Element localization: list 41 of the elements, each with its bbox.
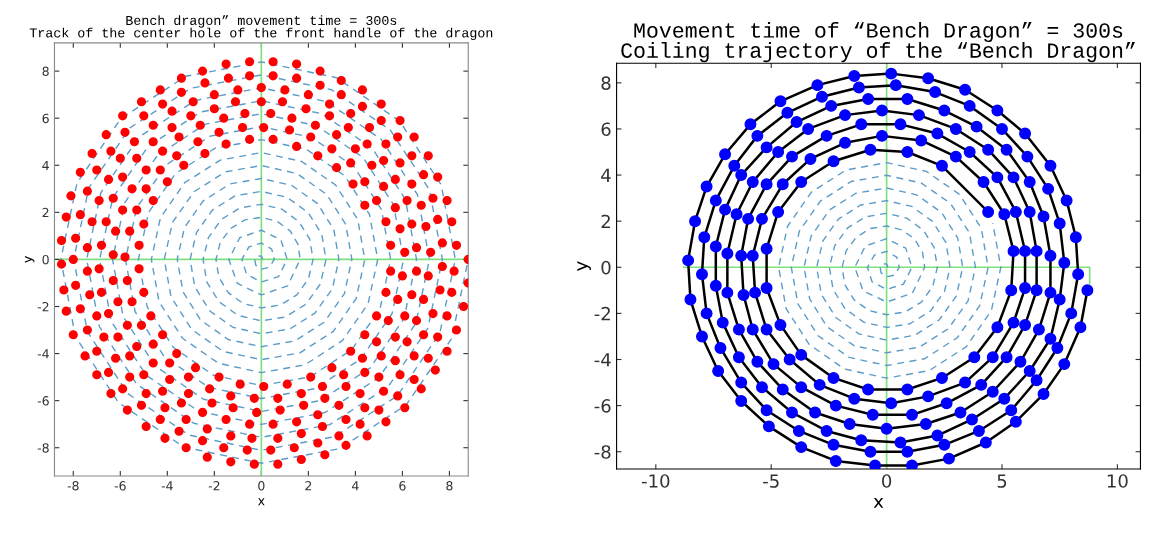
chart-subtitle: Track of the center hole of the front handle of the dragon <box>29 27 493 41</box>
x-tick-label: 6 <box>399 481 406 491</box>
y-axis-title: y <box>24 256 35 263</box>
y-tick-label: 8 <box>42 66 49 77</box>
y-tick-label: 4 <box>42 160 49 171</box>
chart-subtitle: Coiling trajectory of the “Bench Dragon” <box>621 42 1135 63</box>
x-axis-title: x <box>258 498 265 506</box>
x-axis-title: x <box>873 497 884 508</box>
x-tick-label: -5 <box>763 474 779 488</box>
y-tick-label: 2 <box>42 207 49 218</box>
y-tick-label: 0 <box>601 260 611 275</box>
y-tick-label: 8 <box>601 76 611 90</box>
y-tick-label: -2 <box>37 301 49 312</box>
chart-title: Movement time of “Bench Dragon” = 300s <box>634 22 1123 43</box>
line-series <box>777 161 1002 379</box>
y-tick-label: 2 <box>601 214 610 229</box>
x-tick-label: -8 <box>67 481 79 491</box>
chart-title: Bench dragon” movement time = 300s <box>126 15 397 28</box>
y-tick-label: 4 <box>601 168 611 182</box>
x-tick-label: -10 <box>641 474 670 488</box>
x-tick-label: 5 <box>997 474 1007 488</box>
y-tick-label: 0 <box>42 254 49 265</box>
x-tick-label: 8 <box>446 481 453 491</box>
y-tick-label: -8 <box>37 443 49 453</box>
y-tick-label: -6 <box>37 396 49 406</box>
x-tick-label: -2 <box>208 481 220 491</box>
x-tick-label: 10 <box>1107 474 1128 488</box>
y-tick-label: -4 <box>37 349 49 359</box>
x-tick-label: 0 <box>258 481 265 491</box>
x-tick-label: 2 <box>305 481 312 491</box>
y-tick-label: -4 <box>594 353 611 367</box>
x-tick-label: 0 <box>882 474 892 488</box>
y-tick-label: 6 <box>42 113 49 124</box>
y-axis-title: y <box>577 261 591 271</box>
y-tick-label: -6 <box>594 399 611 413</box>
x-tick-label: 4 <box>352 481 359 491</box>
x-tick-label: -6 <box>114 481 126 491</box>
y-tick-label: -8 <box>594 445 611 459</box>
y-tick-label: 6 <box>601 122 611 137</box>
x-tick-label: -4 <box>161 481 173 491</box>
y-tick-label: -2 <box>594 306 610 321</box>
